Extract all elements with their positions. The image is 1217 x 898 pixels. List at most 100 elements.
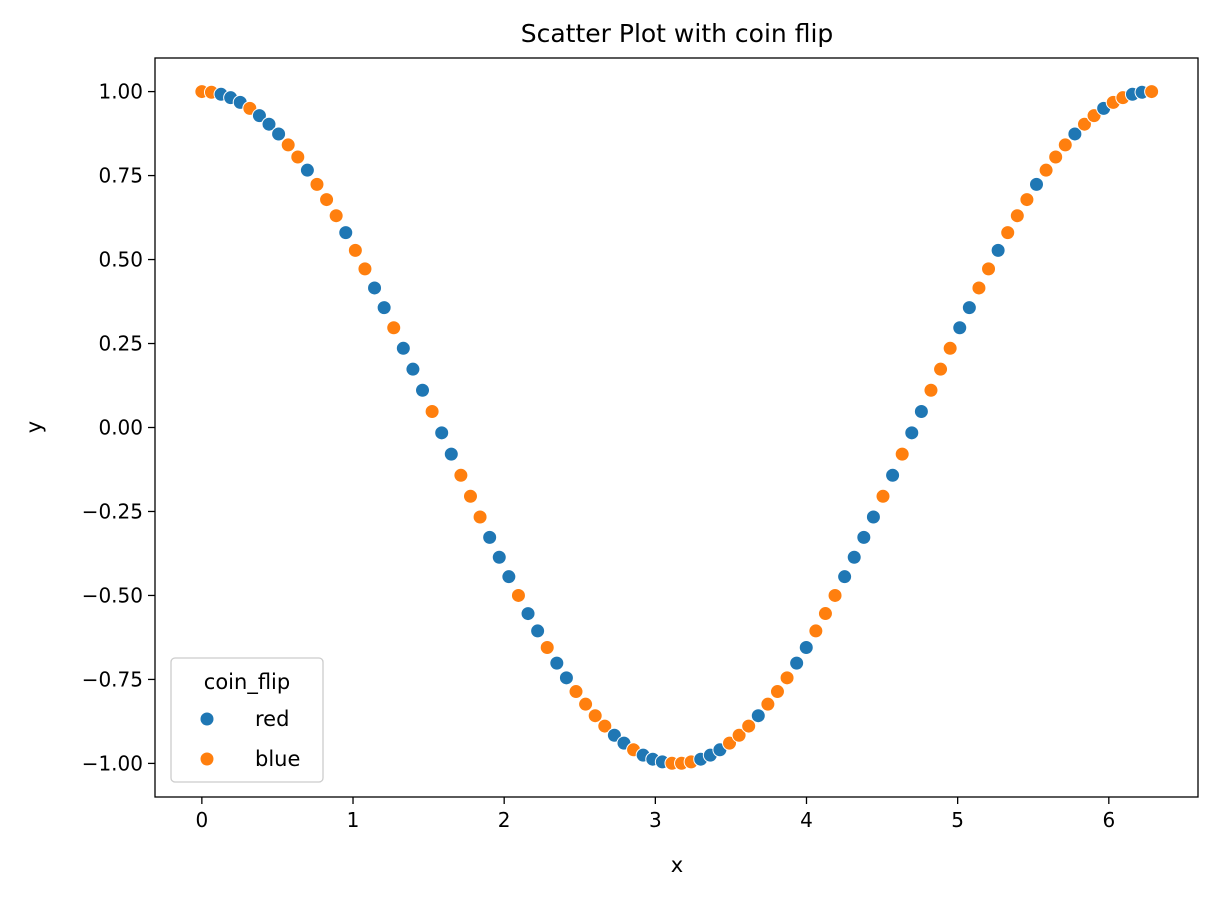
data-point-red — [798, 639, 814, 655]
data-point-blue — [1048, 149, 1064, 165]
data-point-red — [789, 655, 805, 671]
x-tick-label: 2 — [498, 808, 511, 832]
data-point-blue — [1038, 162, 1054, 178]
legend-label-red: red — [255, 707, 289, 731]
legend-marker-red — [199, 711, 215, 727]
data-point-red — [865, 509, 881, 525]
data-point-red — [990, 242, 1006, 258]
data-point-blue — [1000, 225, 1016, 241]
data-point-blue — [328, 208, 344, 224]
data-point-red — [501, 569, 517, 585]
data-point-red — [904, 425, 920, 441]
data-point-blue — [808, 623, 824, 639]
data-point-blue — [875, 488, 891, 504]
data-point-red — [261, 116, 277, 132]
data-point-blue — [981, 261, 997, 277]
data-point-blue — [894, 446, 910, 462]
data-point-blue — [731, 727, 747, 743]
data-point-red — [952, 320, 968, 336]
data-point-red — [299, 162, 315, 178]
data-point-red — [443, 446, 459, 462]
x-tick-label: 4 — [800, 808, 813, 832]
data-point-blue — [568, 684, 584, 700]
data-point-blue — [510, 587, 526, 603]
data-point-red — [491, 549, 507, 565]
y-tick-label: −0.75 — [82, 667, 143, 691]
data-point-red — [395, 340, 411, 356]
y-axis-label: y — [22, 421, 46, 433]
data-point-blue — [587, 708, 603, 724]
y-tick-label: −0.50 — [82, 583, 143, 607]
data-point-blue — [280, 137, 296, 153]
data-point-red — [558, 670, 574, 686]
data-point-blue — [290, 149, 306, 165]
chart-title: Scatter Plot with coin flip — [521, 19, 834, 48]
data-point-blue — [309, 176, 325, 192]
y-tick-label: 0.00 — [98, 416, 143, 440]
data-point-blue — [1144, 84, 1160, 100]
data-point-blue — [722, 735, 738, 751]
y-tick-label: 0.50 — [98, 248, 143, 272]
y-tick-label: 0.25 — [98, 332, 143, 356]
x-tick-label: 6 — [1102, 808, 1115, 832]
data-point-red — [750, 708, 766, 724]
data-point-red — [405, 361, 421, 377]
data-point-red — [846, 549, 862, 565]
plot-area-frame — [154, 57, 1199, 798]
data-point-red — [837, 569, 853, 585]
data-point-red — [1067, 126, 1083, 142]
data-points — [194, 84, 1160, 771]
data-point-red — [856, 529, 872, 545]
data-point-blue — [741, 718, 757, 734]
x-tick-label: 5 — [951, 808, 964, 832]
data-point-blue — [1019, 192, 1035, 208]
data-point-red — [913, 404, 929, 420]
legend: coin_flip red blue — [170, 657, 324, 783]
data-point-blue — [1009, 208, 1025, 224]
data-point-red — [530, 623, 546, 639]
data-point-blue — [597, 718, 613, 734]
data-point-red — [885, 467, 901, 483]
data-point-blue — [453, 467, 469, 483]
data-point-blue — [933, 361, 949, 377]
data-point-red — [415, 382, 431, 398]
y-tick-label: 0.75 — [98, 164, 143, 188]
x-tick-label: 3 — [649, 808, 662, 832]
y-tick-label: −1.00 — [82, 751, 143, 775]
data-point-red — [961, 300, 977, 316]
data-point-blue — [462, 488, 478, 504]
legend-title: coin_flip — [204, 670, 290, 695]
data-point-blue — [386, 320, 402, 336]
data-point-blue — [1057, 137, 1073, 153]
legend-label-blue: blue — [255, 747, 300, 771]
data-point-red — [482, 529, 498, 545]
data-point-blue — [357, 261, 373, 277]
data-point-red — [434, 425, 450, 441]
x-axis-label: x — [671, 853, 683, 877]
data-point-blue — [1076, 116, 1092, 132]
data-point-red — [1029, 176, 1044, 192]
data-point-blue — [578, 696, 594, 712]
legend-box — [170, 657, 324, 783]
data-point-red — [376, 300, 392, 316]
data-point-red — [338, 225, 354, 241]
y-tick-label: −0.25 — [82, 499, 143, 523]
data-point-blue — [827, 587, 843, 603]
data-point-red — [251, 108, 267, 124]
y-tick-label: 1.00 — [98, 80, 143, 104]
x-tick-label: 0 — [195, 808, 208, 832]
data-point-red — [606, 727, 622, 743]
data-point-blue — [971, 280, 987, 296]
data-point-blue — [942, 340, 958, 356]
data-point-blue — [539, 639, 555, 655]
data-point-blue — [472, 509, 488, 525]
data-point-blue — [760, 696, 776, 712]
data-point-blue — [923, 382, 939, 398]
data-point-red — [367, 280, 383, 296]
y-axis-ticks: 1.00 0.75 0.50 0.25 0.00 −0.25 −0.50 −0.75 −1.00 — [82, 80, 155, 775]
data-point-blue — [817, 606, 833, 622]
data-point-red — [520, 606, 536, 622]
data-point-blue — [319, 192, 335, 208]
data-point-blue — [347, 242, 363, 258]
